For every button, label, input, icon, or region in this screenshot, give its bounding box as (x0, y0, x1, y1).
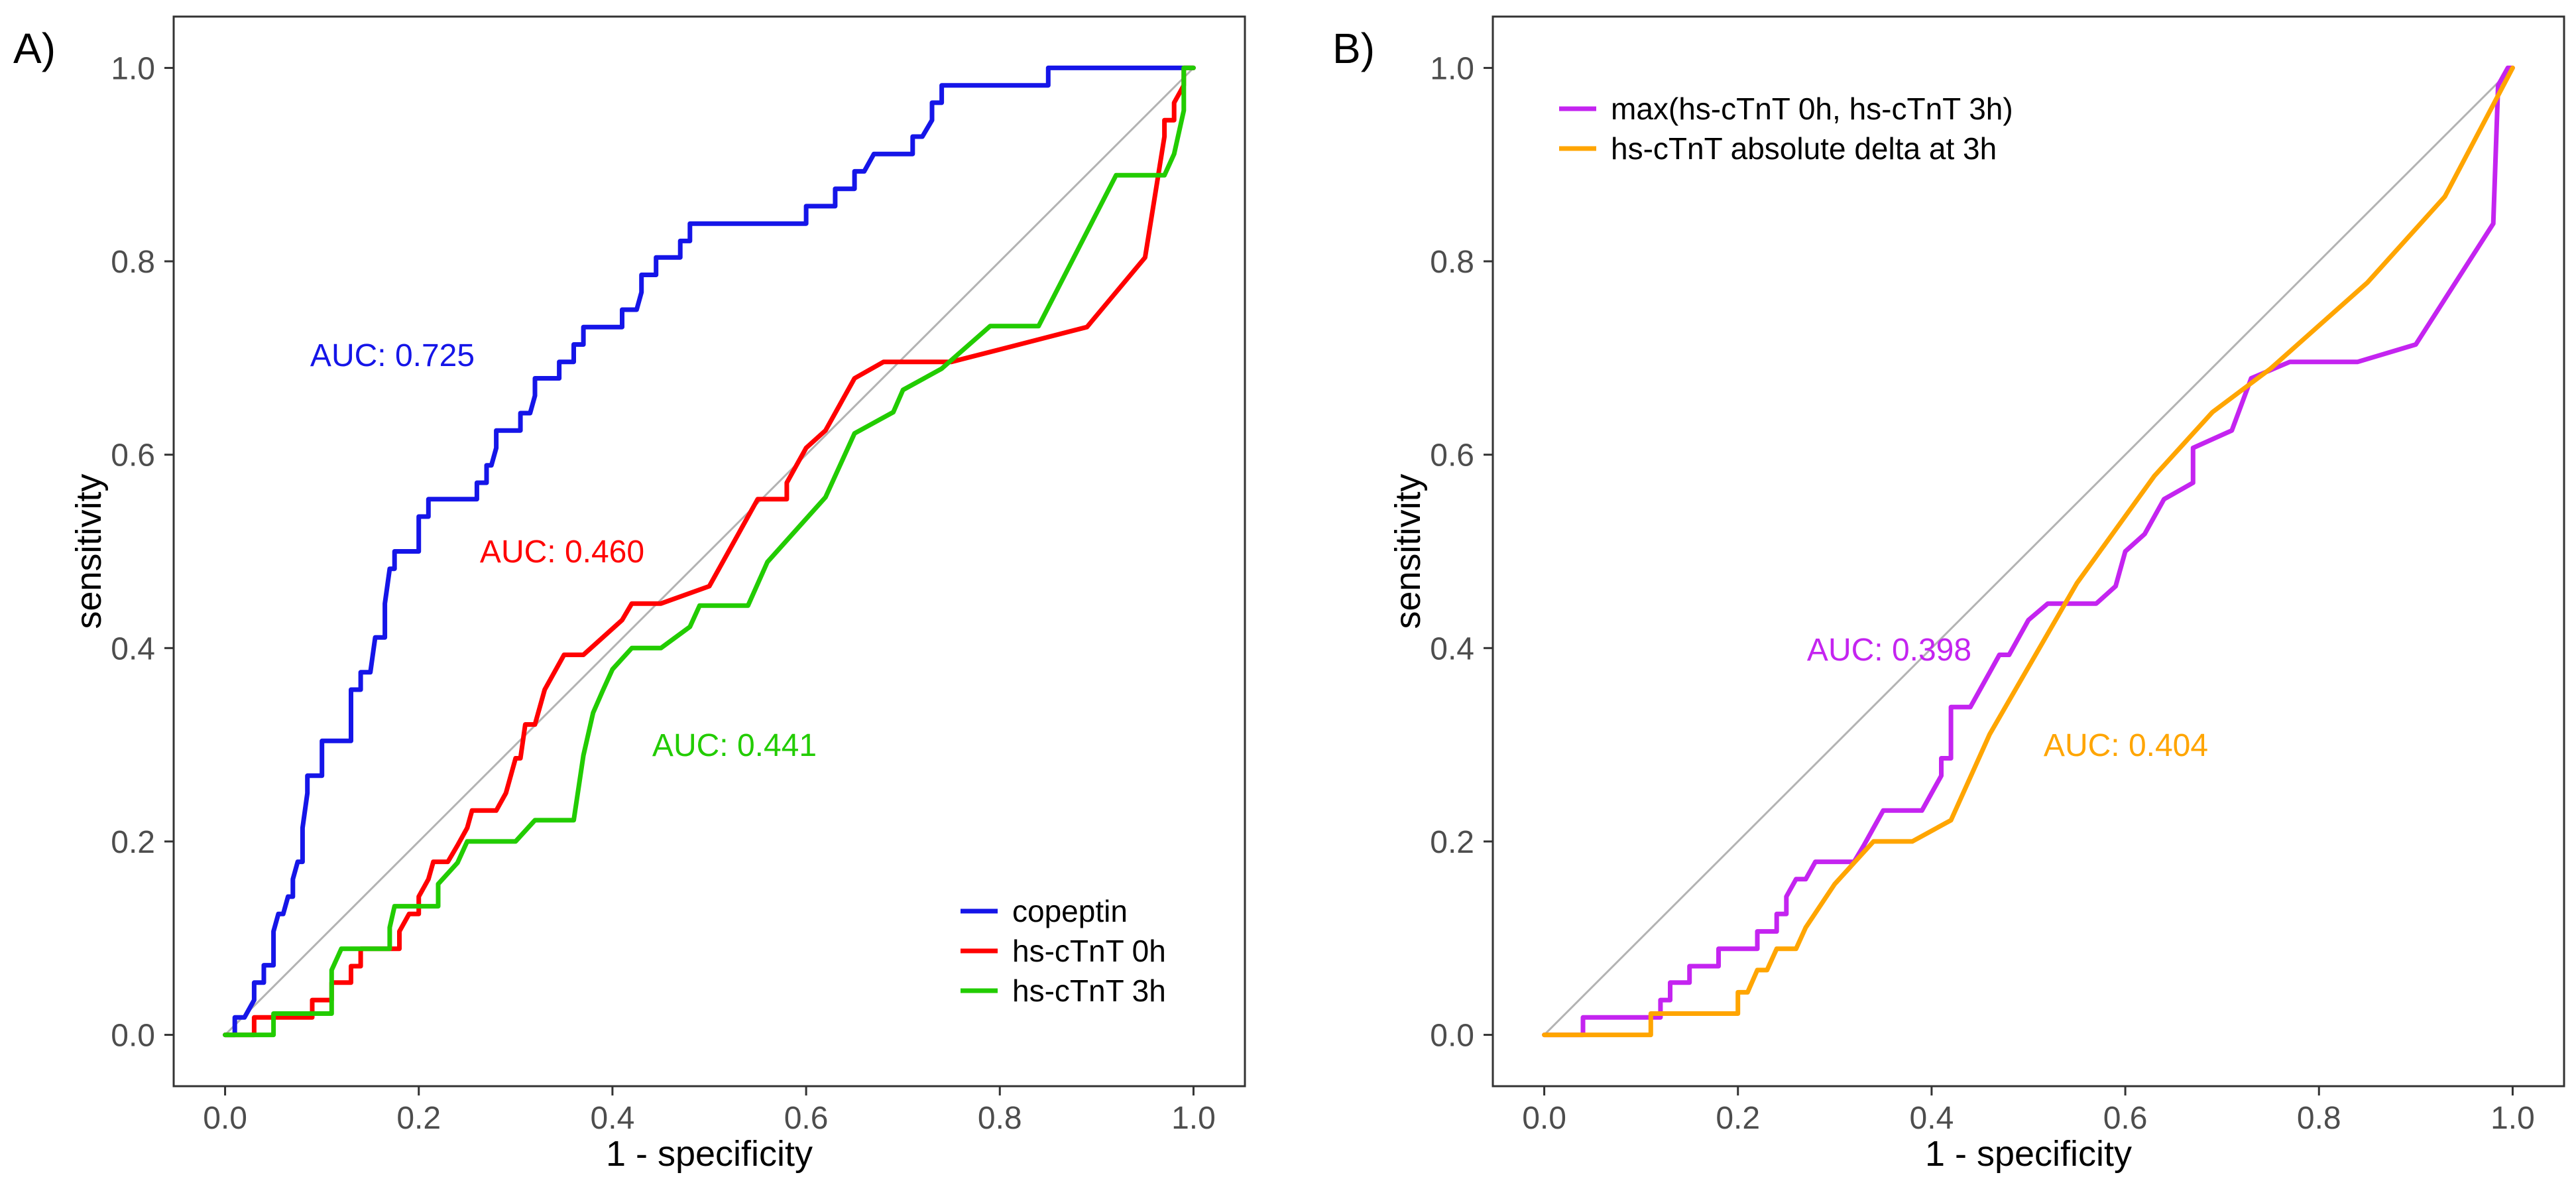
x-tick-label: 0.6 (2103, 1101, 2148, 1136)
x-axis-title: 1 - specificity (1925, 1134, 2132, 1174)
y-tick-label: 0.0 (111, 1019, 155, 1054)
x-tick-label: 0.0 (203, 1101, 247, 1136)
plot-border (172, 15, 1246, 1088)
reference-diagonal-line (224, 67, 1195, 1036)
legend: max(hs-cTnT 0h, hs-cTnT 3h) hs-cTnT absol… (1559, 92, 2013, 166)
x-tick-label: 0.2 (1716, 1101, 1760, 1136)
y-tick-label: 1.0 (1430, 51, 1474, 86)
y-tick-label: 0.8 (1430, 245, 1474, 280)
legend-label: hs-cTnT 0h (1012, 934, 1166, 968)
auc-label: AUC: 0.725 (310, 338, 475, 373)
x-tick-label: 0.4 (591, 1101, 635, 1136)
x-tick-label: 0.0 (1522, 1101, 1566, 1136)
x-tick-label: 0.8 (978, 1101, 1022, 1136)
auc-label: AUC: 0.404 (2044, 728, 2208, 763)
roc-curve-max-hs-ctnt-0h-hs-ctnt-3h (1542, 65, 2515, 1038)
roc-curve-hs-ctnt-3h (223, 65, 1196, 1038)
legend-label: copeptin (1012, 894, 1128, 928)
y-tick-label: 0.2 (111, 825, 155, 860)
y-tick-label: 1.0 (111, 51, 155, 86)
y-tick-label: 0.2 (1430, 825, 1474, 860)
auc-label: AUC: 0.398 (1807, 633, 1971, 668)
chart-panel-b: B) 0.0 0.2 0.4 0.6 0.8 1.0 0.0 0.2 0.4 0.6 0.8 1.0 1 … (1332, 15, 2565, 1174)
roc-curve-hs-ctnt-0h (223, 65, 1196, 1038)
chart-panel-a: A) 0.0 0.2 0.4 0.6 0.8 1.0 0.0 0.2 0.4 0.6 0.8 1.0 1 … (13, 15, 1246, 1174)
roc-curve-hs-ctnt-absolute-delta-at-3h (1542, 65, 2515, 1038)
legend-label: hs-cTnT absolute delta at 3h (1611, 131, 1997, 166)
panel-label: B) (1332, 25, 1375, 72)
x-tick-label: 0.8 (2297, 1101, 2341, 1136)
legend-label: hs-cTnT 3h (1012, 973, 1166, 1008)
x-tick-label: 0.2 (396, 1101, 441, 1136)
x-tick-label: 1.0 (1171, 1101, 1216, 1136)
y-tick-label: 0.6 (1430, 438, 1474, 473)
y-tick-label: 0.0 (1430, 1019, 1474, 1054)
y-tick-label: 0.4 (111, 631, 155, 666)
x-tick-label: 0.6 (784, 1101, 829, 1136)
auc-label: AUC: 0.441 (652, 728, 817, 763)
y-tick-label: 0.8 (111, 245, 155, 280)
y-axis-title: sensitivity (1388, 473, 1428, 629)
reference-diagonal-line (1543, 67, 2514, 1036)
panel-label: A) (13, 25, 56, 72)
y-axis-title: sensitivity (69, 473, 109, 629)
x-tick-label: 1.0 (2490, 1101, 2535, 1136)
x-tick-label: 0.4 (1910, 1101, 1954, 1136)
legend-label: max(hs-cTnT 0h, hs-cTnT 3h) (1611, 92, 2013, 126)
auc-label: AUC: 0.460 (480, 534, 644, 570)
roc-curve-copeptin (223, 65, 1196, 1038)
plot-border (1492, 15, 2565, 1088)
x-axis-title: 1 - specificity (606, 1134, 813, 1174)
y-tick-label: 0.4 (1430, 631, 1474, 666)
y-tick-label: 0.6 (111, 438, 155, 473)
legend: copeptin hs-cTnT 0h hs-cTnT 3h (961, 894, 1166, 1008)
